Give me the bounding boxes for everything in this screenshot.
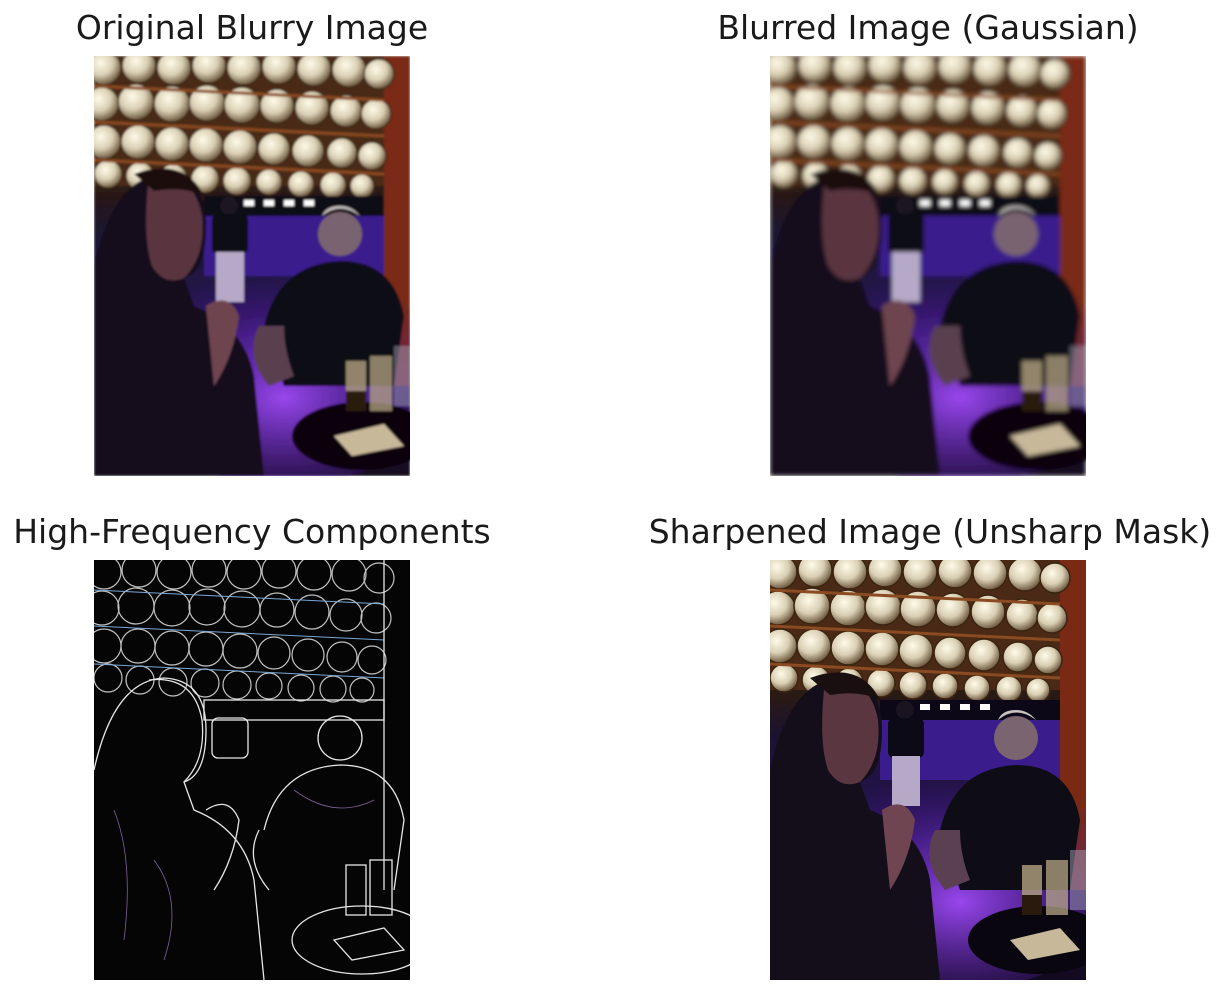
panel-title-blurred: Blurred Image (Gaussian) [717,8,1139,47]
sharpened-image-graphic [770,560,1086,980]
original-image [94,56,410,476]
sharpened-image [770,560,1086,980]
panel-title-sharpened: Sharpened Image (Unsharp Mask) [648,512,1212,551]
original-image-graphic [94,56,410,476]
panel-title-original: Original Blurry Image [75,8,429,47]
panel-title-highfreq: High-Frequency Components [13,512,491,551]
blurred-image [770,56,1086,476]
highfreq-image-graphic [94,560,410,980]
blurred-image-graphic [770,56,1086,476]
highfreq-image [94,560,410,980]
